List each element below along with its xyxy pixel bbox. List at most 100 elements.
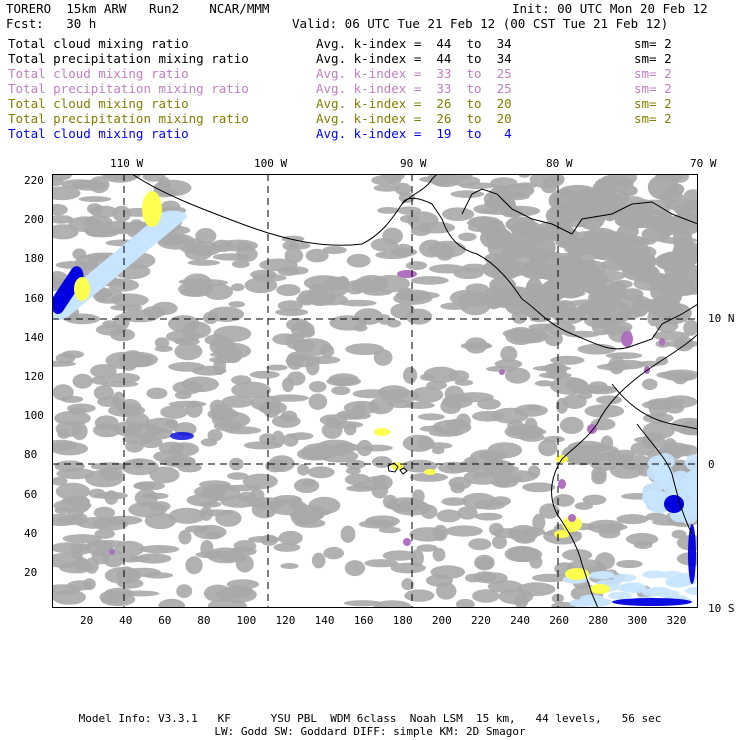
- x-tick-label: 220: [471, 614, 491, 627]
- cloud-blob: [231, 259, 250, 269]
- cloud-blob: [305, 248, 329, 263]
- cloud-blob: [231, 381, 271, 399]
- cloud-blob: [542, 226, 579, 242]
- legend-row: Total precipitation mixing ratio Avg. k-i…: [8, 51, 728, 66]
- cloud-blob: [180, 288, 204, 297]
- cloud-blob: [244, 277, 278, 294]
- cloud-blob: [630, 214, 662, 229]
- cloud-blob: [102, 320, 117, 328]
- cloud-blob: [308, 393, 328, 410]
- cloud-blob: [566, 450, 605, 465]
- legend-variable: Total cloud mixing ratio: [8, 126, 189, 141]
- cloud-blob: [483, 286, 505, 310]
- cloud-blob: [125, 440, 144, 453]
- y-tick-label: 160: [24, 291, 44, 305]
- cloud-blob: [200, 438, 218, 447]
- cloud-blob: [104, 228, 137, 235]
- cloud-blob: [432, 524, 448, 542]
- cloud-blob: [575, 384, 597, 391]
- cloud-blob-lightblue: [612, 573, 637, 582]
- cloud-blob: [455, 598, 475, 608]
- cloud-blob-lightblue: [585, 598, 610, 607]
- cloud-blob: [101, 174, 139, 183]
- cloud-blob: [548, 189, 579, 213]
- lon-label-90w: 90 W: [400, 157, 427, 170]
- cloud-blob: [662, 369, 698, 380]
- cloud-blob: [344, 560, 366, 577]
- cloud-blob: [139, 545, 180, 554]
- cloud-blob: [607, 359, 646, 370]
- cloud-blob: [373, 600, 412, 608]
- precip-blob-purple: [621, 331, 633, 347]
- cloud-blob: [540, 279, 572, 300]
- precip-blob-yellow: [374, 428, 390, 436]
- cloud-blob: [371, 175, 396, 186]
- cloud-blob: [387, 319, 401, 328]
- legend-smoothing: sm= 2: [634, 111, 672, 126]
- legend-row: Total cloud mixing ratio Avg. k-index = 4…: [8, 36, 728, 51]
- cloud-blob: [340, 525, 356, 543]
- cloud-blob: [55, 482, 91, 500]
- lon-label-100w: 100 W: [254, 157, 288, 170]
- cloud-blob: [484, 197, 515, 210]
- cloud-blob: [620, 288, 644, 301]
- cloud-blob: [207, 429, 223, 442]
- cloud-blob: [56, 468, 96, 480]
- cloud-blob: [174, 342, 203, 361]
- cloud-blob: [475, 557, 495, 571]
- cloud-blob: [208, 306, 244, 322]
- cloud-blob: [352, 389, 392, 399]
- cloud-blob: [320, 344, 335, 358]
- cloud-blob: [560, 267, 599, 282]
- cloud-blob: [302, 479, 316, 488]
- cloud-blob: [591, 466, 607, 482]
- legend-kindex: Avg. k-index = 44 to 34: [316, 36, 512, 51]
- cloud-blob: [227, 472, 249, 480]
- valid-time: Valid: 06 UTC Tue 21 Feb 12 (00 CST Tue …: [292, 16, 669, 31]
- legend-smoothing: sm= 2: [634, 96, 672, 111]
- x-tick-label: 40: [119, 614, 133, 627]
- cloud-field-blue: [52, 210, 698, 608]
- cloud-blob: [454, 392, 494, 403]
- cloud-blob: [265, 459, 286, 473]
- cloud-blob: [416, 544, 438, 552]
- cloud-blob: [366, 476, 387, 484]
- lon-label-80w: 80 W: [546, 157, 573, 170]
- cloud-blob: [672, 242, 698, 265]
- legend-smoothing: sm= 2: [634, 66, 672, 81]
- cloud-blob: [442, 207, 475, 221]
- precip-blob-purple: [403, 538, 411, 546]
- x-tick-label: 240: [510, 614, 530, 627]
- cloud-blob: [474, 512, 503, 521]
- cloud-blob-blue: [170, 432, 194, 440]
- cloud-blob: [55, 353, 76, 364]
- cloud-blob: [419, 175, 454, 183]
- cloud-blob: [410, 276, 449, 285]
- cloud-blob: [445, 525, 483, 537]
- cloud-blob: [371, 456, 393, 468]
- cloud-blob: [509, 328, 549, 344]
- cloud-blob: [616, 560, 643, 568]
- cloud-blob: [117, 578, 144, 589]
- cloud-blob: [273, 542, 301, 552]
- cloud-blob: [71, 422, 88, 440]
- cloud-blob: [500, 345, 518, 363]
- cloud-blob: [52, 542, 87, 554]
- cloud-blob: [52, 186, 81, 201]
- cloud-blob: [78, 196, 112, 203]
- cloud-blob: [410, 549, 424, 567]
- cloud-blob: [418, 413, 445, 421]
- cloud-blob: [504, 206, 523, 218]
- cloud-blob: [61, 496, 91, 506]
- cloud-blob: [168, 507, 206, 524]
- cloud-blob: [596, 395, 622, 405]
- legend-kindex: Avg. k-index = 44 to 34: [316, 51, 512, 66]
- cloud-blob: [432, 547, 446, 562]
- cloud-blob-lightblue: [591, 571, 616, 579]
- cloud-blob: [368, 397, 394, 415]
- legend-variable: Total cloud mixing ratio: [8, 96, 189, 111]
- cloud-blob: [195, 550, 236, 559]
- cloud-blob: [405, 261, 427, 270]
- x-tick-label: 160: [353, 614, 374, 627]
- cloud-blob: [669, 212, 698, 236]
